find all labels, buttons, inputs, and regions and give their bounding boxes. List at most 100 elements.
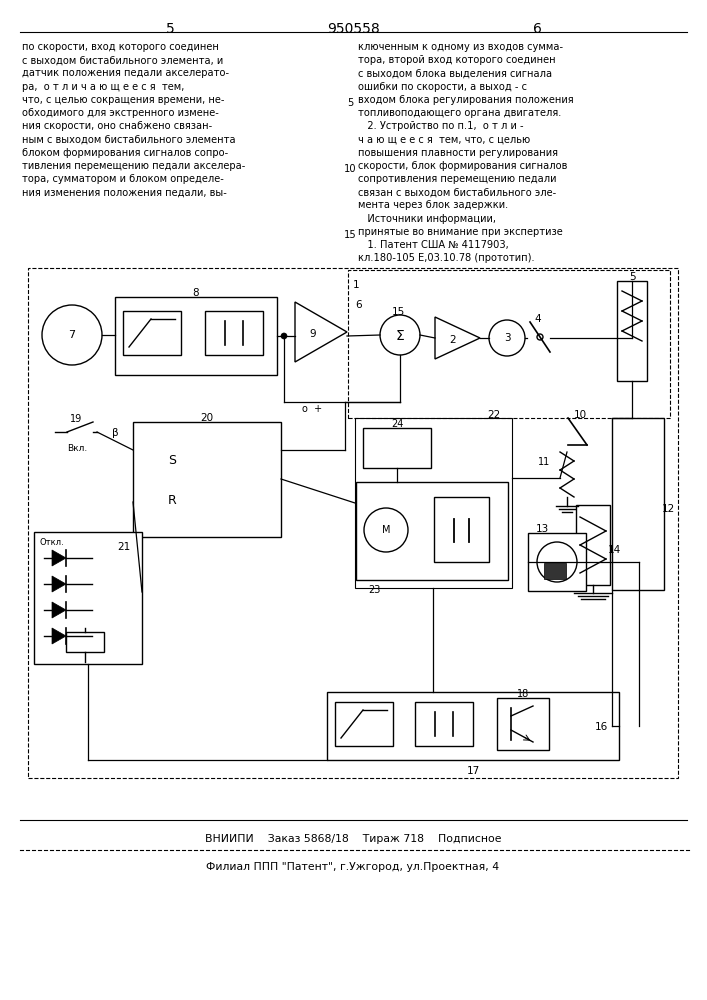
Circle shape [489, 320, 525, 356]
Bar [327, 692, 619, 760]
Text: тора, второй вход которого соединен: тора, второй вход которого соединен [358, 55, 556, 65]
Text: 7: 7 [69, 330, 76, 340]
Text: 6: 6 [532, 22, 542, 36]
Text: 2. Устройство по п.1,  о т л и -: 2. Устройство по п.1, о т л и - [358, 121, 524, 131]
Text: связан с выходом бистабильного эле-: связан с выходом бистабильного эле- [358, 187, 556, 197]
Text: кл.180-105 Е,03.10.78 (прототип).: кл.180-105 Е,03.10.78 (прототип). [358, 253, 534, 263]
Text: по скорости, вход которого соединен: по скорости, вход которого соединен [22, 42, 219, 52]
Text: o  +: o + [302, 404, 322, 414]
Text: 1: 1 [353, 280, 360, 290]
Text: с выходом бистабильного элемента, и: с выходом бистабильного элемента, и [22, 55, 223, 65]
Bar [528, 533, 586, 591]
Text: 10: 10 [344, 164, 356, 174]
Text: 15: 15 [344, 230, 356, 240]
Text: ч а ю щ е е с я  тем, что, с целью: ч а ю щ е е с я тем, что, с целью [358, 134, 530, 144]
Text: 5: 5 [629, 272, 636, 282]
Text: Σ: Σ [396, 329, 404, 343]
Text: 8: 8 [193, 288, 199, 298]
Text: 10: 10 [573, 410, 587, 420]
Bar [34, 532, 142, 664]
Text: 18: 18 [517, 689, 529, 699]
Text: 15: 15 [392, 307, 404, 317]
Text: ВНИИПИ    Заказ 5868/18    Тираж 718    Подписное: ВНИИПИ Заказ 5868/18 Тираж 718 Подписное [205, 834, 501, 844]
Circle shape [364, 508, 408, 552]
Text: 3: 3 [503, 333, 510, 343]
Polygon shape [52, 550, 66, 566]
Text: 5: 5 [165, 22, 175, 36]
Bar [497, 698, 549, 750]
Bar [544, 563, 566, 579]
Circle shape [537, 334, 543, 340]
Text: S: S [168, 454, 176, 467]
Text: 24: 24 [391, 419, 403, 429]
Bar [123, 311, 181, 355]
Bar [434, 497, 489, 562]
Text: входом блока регулирования положения: входом блока регулирования положения [358, 95, 573, 105]
Text: 2: 2 [450, 335, 456, 345]
Text: ния скорости, оно снабжено связан-: ния скорости, оно снабжено связан- [22, 121, 212, 131]
Text: 21: 21 [117, 542, 131, 552]
Text: β: β [112, 428, 118, 438]
Bar [356, 482, 508, 580]
Bar [28, 268, 678, 778]
Circle shape [380, 315, 420, 355]
Text: Откл.: Откл. [40, 538, 65, 547]
Circle shape [537, 542, 577, 582]
Text: ра,  о т л и ч а ю щ е е с я  тем,: ра, о т л и ч а ю щ е е с я тем, [22, 82, 185, 92]
Text: 22: 22 [487, 410, 501, 420]
Text: 4: 4 [534, 314, 542, 324]
Text: повышения плавности регулирования: повышения плавности регулирования [358, 148, 558, 158]
Bar [576, 505, 610, 585]
Text: 23: 23 [368, 585, 380, 595]
Text: принятые во внимание при экспертизе: принятые во внимание при экспертизе [358, 227, 563, 237]
Circle shape [42, 305, 102, 365]
Text: скорости, блок формирования сигналов: скорости, блок формирования сигналов [358, 161, 568, 171]
Bar [205, 311, 263, 355]
Text: Вкл.: Вкл. [67, 444, 87, 453]
Bar [355, 418, 512, 588]
Text: тивления перемещению педали акселера-: тивления перемещению педали акселера- [22, 161, 245, 171]
Text: 6: 6 [355, 300, 361, 310]
Text: Филиал ППП "Патент", г.Ужгород, ул.Проектная, 4: Филиал ППП "Патент", г.Ужгород, ул.Проек… [206, 862, 500, 872]
Polygon shape [52, 602, 66, 618]
Circle shape [281, 333, 287, 339]
Text: с выходом блока выделения сигнала: с выходом блока выделения сигнала [358, 68, 552, 78]
Text: ния изменения положения педали, вы-: ния изменения положения педали, вы- [22, 187, 227, 197]
Text: ключенным к одному из входов сумма-: ключенным к одному из входов сумма- [358, 42, 563, 52]
Text: 16: 16 [595, 722, 607, 732]
Bar [66, 632, 104, 652]
Bar [617, 281, 647, 381]
Bar [415, 702, 473, 746]
Text: 11: 11 [538, 457, 550, 467]
Polygon shape [52, 576, 66, 592]
Text: 950558: 950558 [327, 22, 380, 36]
Bar [348, 270, 670, 418]
Text: топливоподающего органа двигателя.: топливоподающего органа двигателя. [358, 108, 561, 118]
Polygon shape [52, 628, 66, 644]
Text: блоком формирования сигналов сопро-: блоком формирования сигналов сопро- [22, 148, 228, 158]
Text: 5: 5 [347, 98, 353, 108]
Bar [612, 418, 664, 590]
Text: ным с выходом бистабильного элемента: ным с выходом бистабильного элемента [22, 134, 235, 144]
Text: Источники информации,: Источники информации, [358, 214, 496, 224]
Text: тора, сумматором и блоком определе-: тора, сумматором и блоком определе- [22, 174, 224, 184]
Text: R: R [168, 494, 177, 507]
Text: датчик положения педали акселерато-: датчик положения педали акселерато- [22, 68, 229, 78]
Text: 12: 12 [661, 504, 674, 514]
Text: 14: 14 [607, 545, 621, 555]
Text: M: M [382, 525, 390, 535]
Text: 13: 13 [536, 524, 549, 534]
Bar [115, 297, 277, 375]
Text: обходимого для экстренного измене-: обходимого для экстренного измене- [22, 108, 219, 118]
Text: 20: 20 [201, 413, 214, 423]
Text: 1. Патент США № 4117903,: 1. Патент США № 4117903, [358, 240, 509, 250]
Text: сопротивления перемещению педали: сопротивления перемещению педали [358, 174, 556, 184]
Bar [335, 702, 393, 746]
Text: 19: 19 [70, 414, 82, 424]
Text: ошибки по скорости, а выход - с: ошибки по скорости, а выход - с [358, 82, 527, 92]
Text: мента через блок задержки.: мента через блок задержки. [358, 200, 508, 210]
Text: что, с целью сокращения времени, не-: что, с целью сокращения времени, не- [22, 95, 225, 105]
Text: 17: 17 [467, 766, 479, 776]
Text: 9: 9 [310, 329, 316, 339]
Bar [363, 428, 431, 468]
